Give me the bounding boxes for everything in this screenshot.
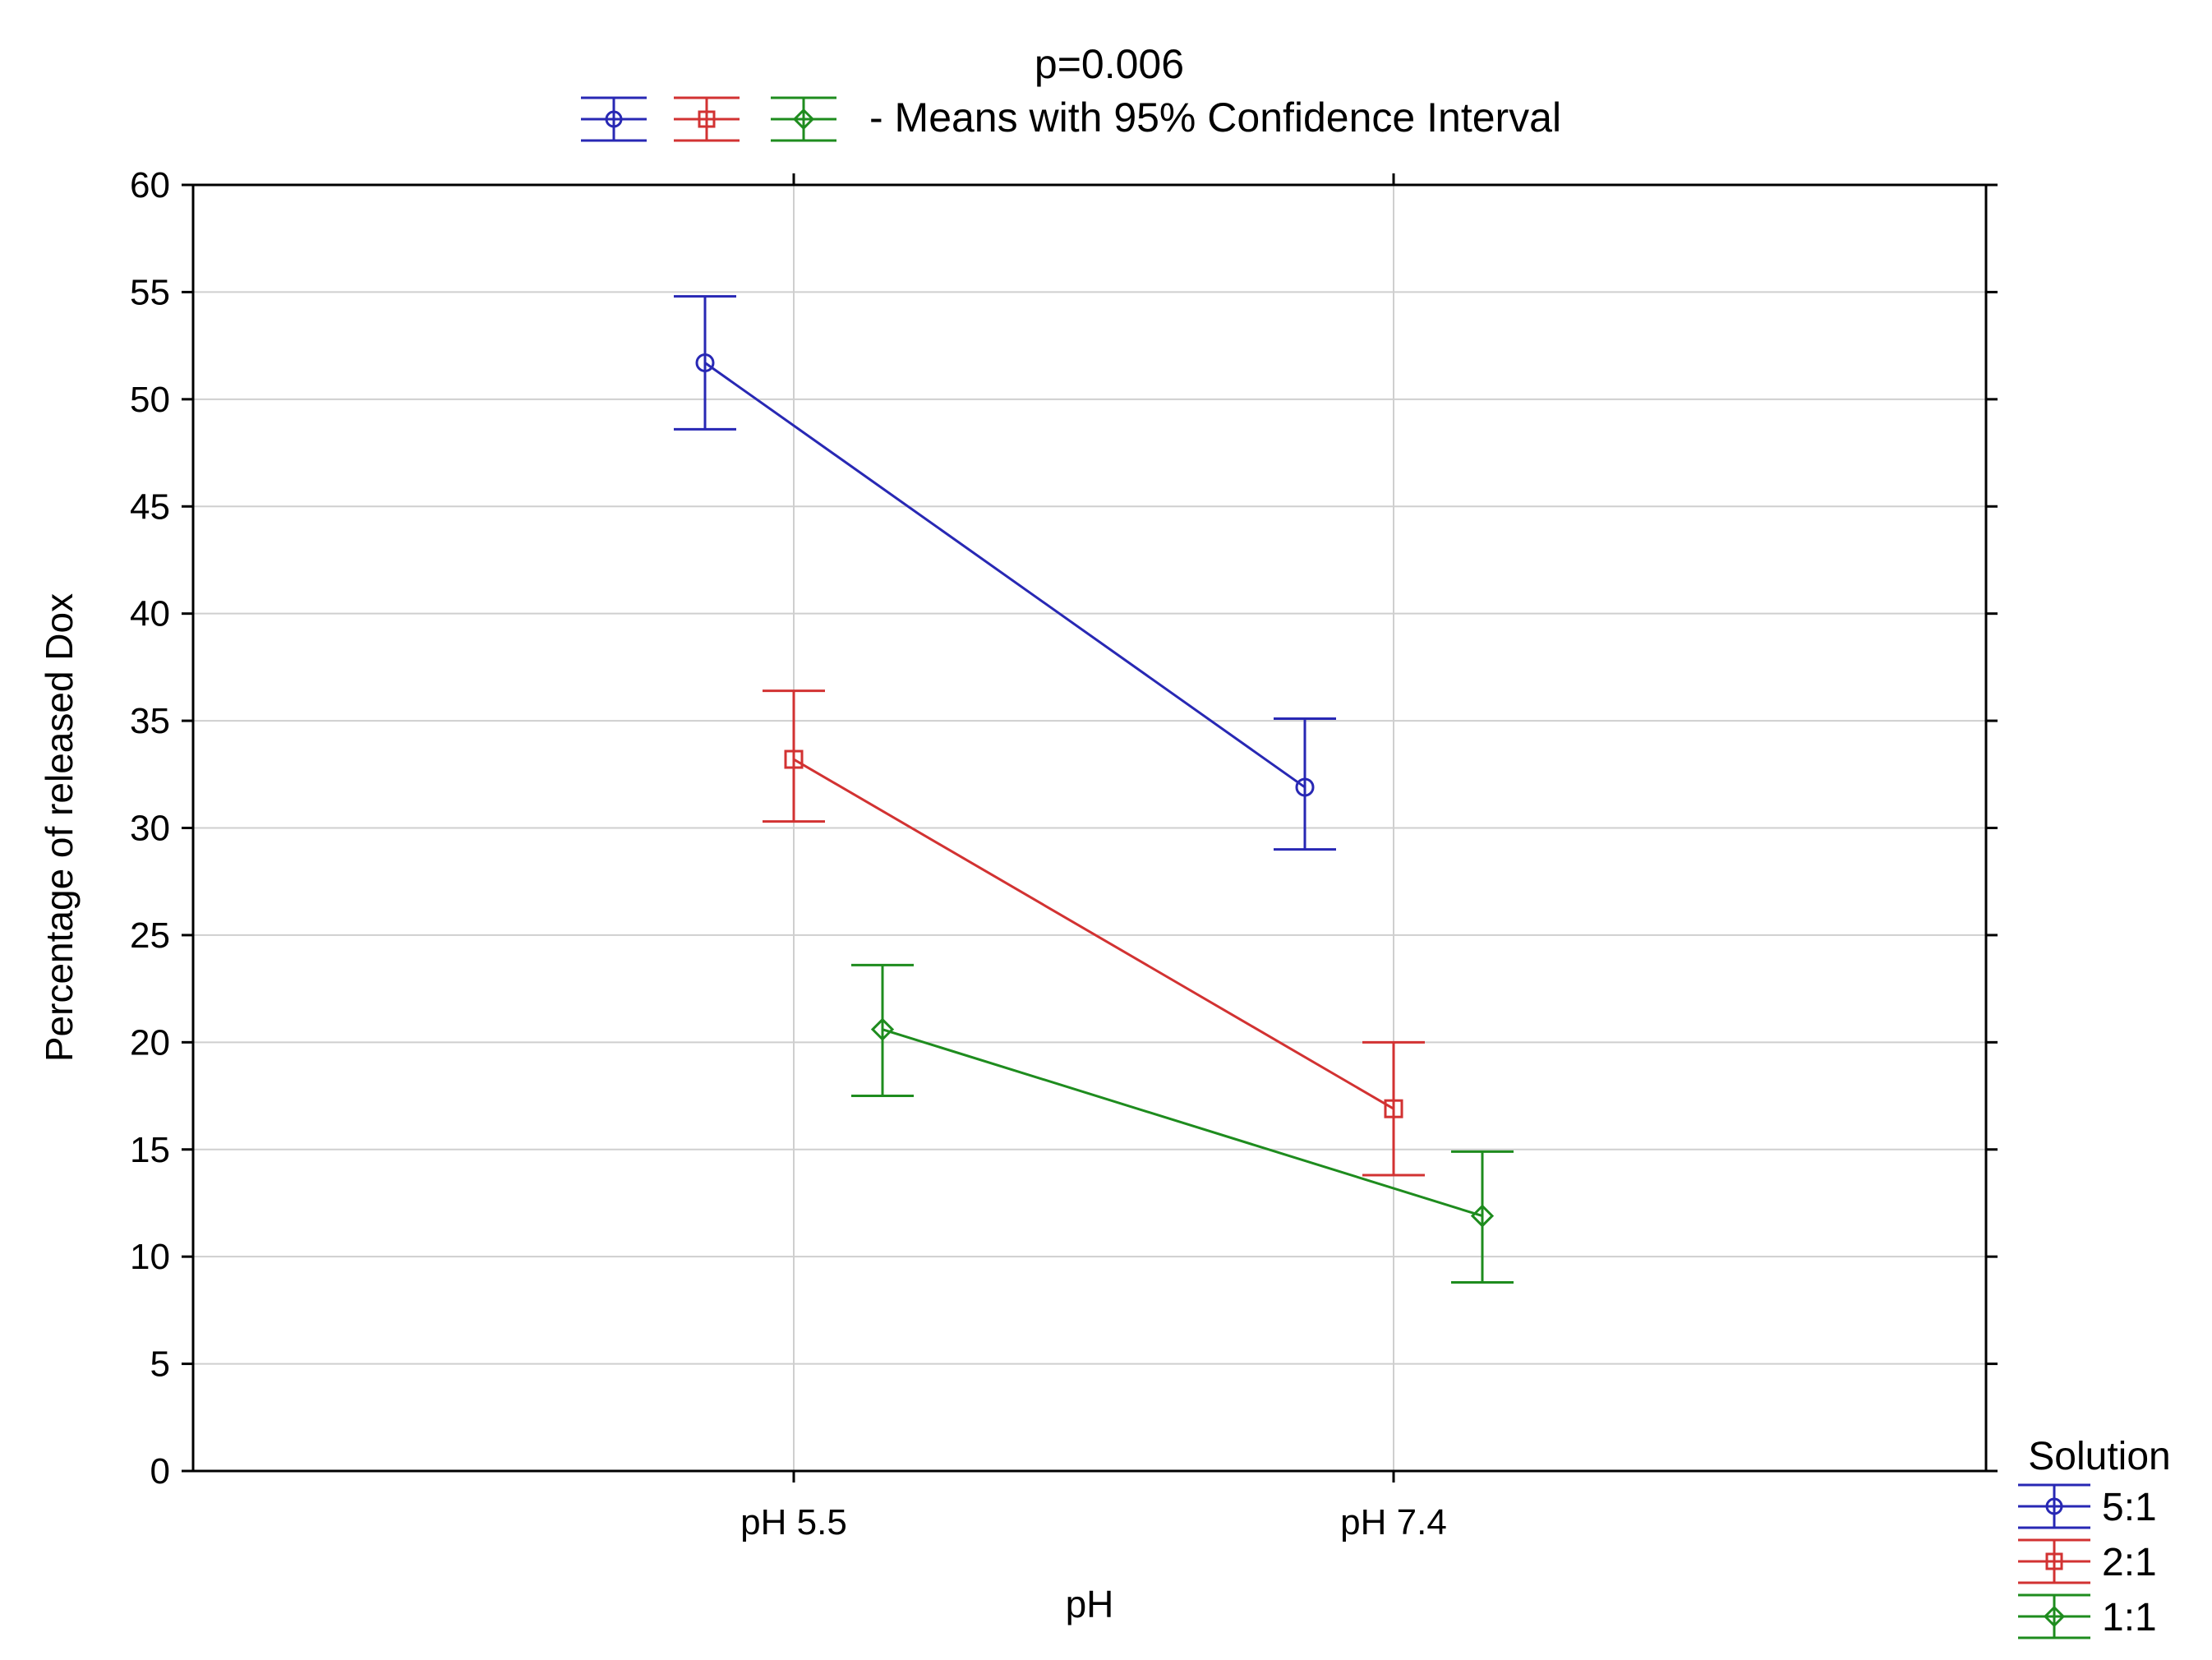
x-axis-title: pH: [1066, 1583, 1114, 1625]
header-legend-symbol-1-1: [771, 96, 836, 142]
legend: 5:1 2:1 1:1: [2018, 1483, 2157, 1639]
y-tick-label: 5: [150, 1344, 170, 1385]
x-tick-label: pH 7.4: [1340, 1502, 1447, 1542]
legend-label: 1:1: [2102, 1596, 2157, 1639]
legend-marker: [792, 108, 815, 131]
chart-title: p=0.006: [1035, 41, 1184, 87]
legend-item-1-1: 1:1: [2018, 1593, 2157, 1639]
series-2-1: [763, 689, 1425, 1177]
y-tick-label: 50: [130, 380, 170, 420]
legend-item-5-1: 5:1: [2018, 1483, 2157, 1529]
y-tick-label: 45: [130, 486, 170, 527]
y-tick-label: 25: [130, 915, 170, 956]
legend-label: 5:1: [2102, 1486, 2157, 1529]
y-tick-label: 60: [130, 165, 170, 205]
y-tick-label: 0: [150, 1451, 170, 1492]
legend-marker: [2045, 1552, 2063, 1570]
data-point: [1470, 1204, 1495, 1228]
legend-marker: [2043, 1605, 2066, 1628]
data-point: [870, 1017, 895, 1041]
legend-marker: [2045, 1497, 2063, 1515]
legend-title: Solution: [2028, 1435, 2170, 1478]
series-5-1: [674, 295, 1336, 851]
header-legend: [581, 96, 836, 142]
legend-marker: [605, 110, 623, 128]
legend-marker: [698, 110, 716, 128]
y-axis: 0 5 10 15 20 25 30 35 40 45 50 55 60: [130, 165, 1998, 1492]
series-line: [882, 1028, 1483, 1218]
y-tick-label: 35: [130, 701, 170, 741]
series-1-1: [851, 963, 1514, 1284]
y-tick-label: 30: [130, 809, 170, 849]
data-point: [1295, 777, 1315, 797]
chart-subtitle: - Means with 95% Confidence Interval: [869, 95, 1561, 141]
data-point: [1384, 1099, 1403, 1118]
series-layer: [674, 295, 1514, 1284]
grid: [193, 185, 1986, 1471]
header-legend-symbol-2-1: [674, 96, 740, 142]
data-point: [784, 749, 804, 769]
legend-item-2-1: 2:1: [2018, 1538, 2157, 1584]
y-axis-title: Percentage of released Dox: [38, 593, 81, 1062]
x-axis: pH 5.5 pH 7.4: [740, 173, 1447, 1542]
legend-label: 2:1: [2102, 1541, 2157, 1584]
y-tick-label: 55: [130, 272, 170, 312]
x-tick-label: pH 5.5: [740, 1502, 847, 1542]
header-legend-symbol-5-1: [581, 96, 647, 142]
y-tick-label: 15: [130, 1130, 170, 1170]
series-line: [704, 362, 1306, 789]
y-tick-label: 20: [130, 1022, 170, 1063]
y-tick-label: 10: [130, 1237, 170, 1277]
y-tick-label: 40: [130, 594, 170, 634]
data-point: [695, 353, 715, 372]
series-line: [793, 758, 1394, 1110]
